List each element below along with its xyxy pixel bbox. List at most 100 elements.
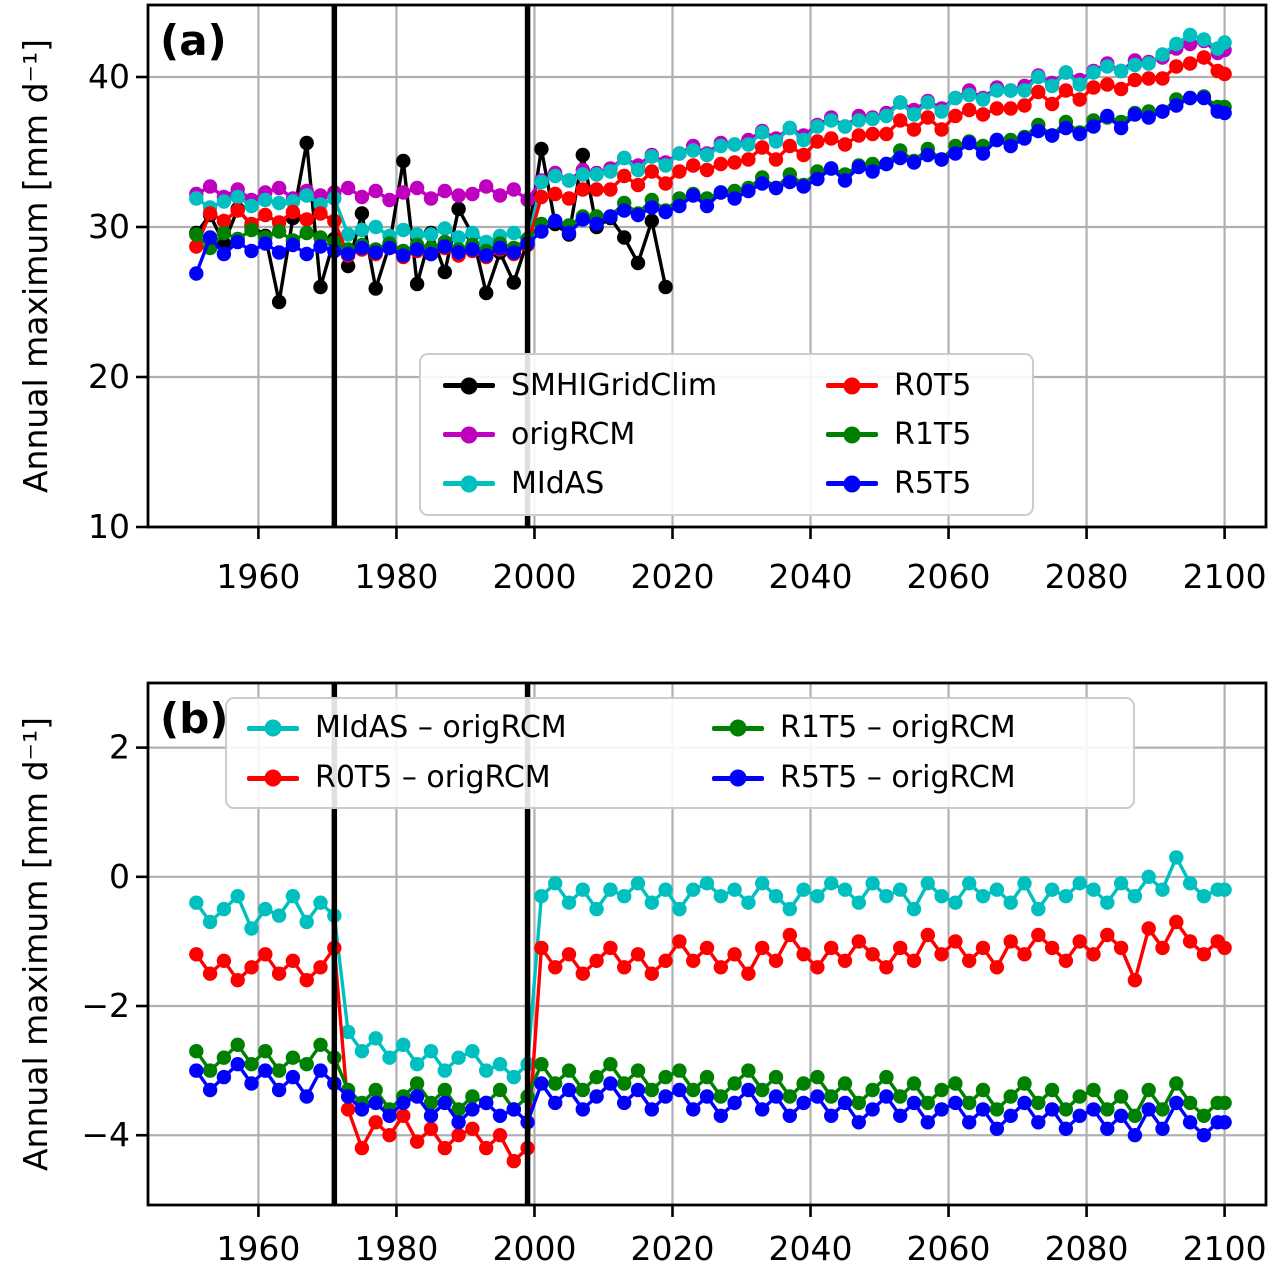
series-marker-MIdAS – origRCM [1100,895,1115,910]
series-marker-R1T5 – origRCM [1086,1082,1101,1098]
series-marker-R0T5 [603,182,618,197]
series-marker-SMHIGridClim [271,294,287,310]
series-marker-R5T5 [686,188,701,203]
series-marker-MIdAS – origRCM [824,876,839,891]
series-marker-MIdAS [906,107,922,122]
series-marker-SMHIGridClim [340,258,356,274]
series-marker-R0T5 – origRCM [396,1108,411,1124]
series-marker-R0T5 [893,113,908,128]
series-marker-R1T5 – origRCM [713,1089,728,1104]
legend-panel-a: SMHIGridClim origRCM MIdAS R0T5 R1T5 R5T5 [419,353,1034,516]
series-marker-R1T5 – origRCM [755,1082,770,1098]
series-marker-MIdAS – origRCM [1217,882,1232,897]
series-marker-R0T5 [1044,96,1060,112]
series-marker-MIdAS – origRCM [437,1063,452,1078]
series-marker-R5T5 [920,147,935,163]
series-marker-R5T5 – origRCM [1058,1121,1074,1137]
series-marker-R0T5 – origRCM [382,1128,397,1143]
x-tick-label-1980: 1980 [354,557,438,596]
series-marker-R0T5 – origRCM [755,940,770,956]
axes-spines [146,681,1268,1207]
series-marker-R0T5 – origRCM [299,973,314,988]
series-marker-R1T5 – origRCM [934,1082,949,1098]
series-marker-R0T5 [1003,101,1018,116]
series-marker-R0T5 – origRCM [506,1153,521,1169]
series-marker-R0T5 – origRCM [271,966,287,981]
series-marker-R0T5 – origRCM [340,1102,356,1117]
series-marker-MIdAS [1086,65,1101,80]
series-marker-R1T5 – origRCM [989,1102,1005,1117]
series-marker-R0T5 – origRCM [1217,940,1232,956]
series-marker-R0T5 – origRCM [975,940,991,956]
series-marker-R0T5 [617,168,632,184]
series-marker-MIdAS – origRCM [575,882,590,897]
series-marker-R1T5 – origRCM [851,1095,866,1111]
y-axis-label-panel-a: Annual maximum [mm d⁻¹] [16,38,55,494]
series-marker-R0T5 – origRCM [534,940,549,956]
panel-b: 1960 1980 2000 2020 2040 2060 2080 2100 2 0 −2 −4 [81,681,1268,1267]
series-marker-R0T5 – origRCM [479,1140,494,1156]
series-marker-R0T5 [810,134,825,149]
series-marker-MIdAS – origRCM [589,901,604,917]
series-marker-MIdAS [741,137,756,152]
series-marker-R0T5 [561,191,577,206]
series-marker-R5T5 – origRCM [1127,1128,1143,1143]
series-marker-R0T5 [1017,98,1032,113]
series-marker-R5T5 – origRCM [851,1115,866,1130]
x-tick-label-1980: 1980 [354,1229,438,1267]
series-marker-R5T5 – origRCM [699,1089,715,1104]
series-marker-R0T5 [548,186,563,202]
series-marker-R0T5 – origRCM [617,960,632,975]
series-marker-R0T5 [1031,84,1046,100]
series-marker-R0T5 [824,131,839,146]
series-marker-R1T5 – origRCM [548,1076,563,1091]
series-marker-R0T5 [906,122,922,137]
series-marker-R5T5 [299,246,314,262]
series-marker-R0T5 – origRCM [686,953,701,968]
series-marker-R0T5 [1217,66,1232,82]
series-marker-R1T5 – origRCM [948,1076,963,1091]
legend-line-marker-icon [826,426,878,443]
legend-entry-R5T5 – origRCM: R5T5 – origRCM [712,753,1113,803]
series-marker-origRCM [506,182,521,197]
series-marker-MIdAS [713,138,728,154]
series-marker-MIdAS [837,119,853,134]
x-tick-label-2100: 2100 [1183,557,1267,596]
series-marker-R0T5 – origRCM [893,940,908,956]
series-marker-R5T5 – origRCM [534,1076,549,1091]
legend-dot-icon [460,377,478,394]
series-marker-origRCM [423,191,439,206]
panel-label-b: (b) [160,694,229,743]
series-marker-R1T5 [299,225,314,241]
legend-dot-icon [460,426,478,443]
series-marker-SMHIGridClim [630,255,646,271]
series-marker-MIdAS [617,150,632,166]
series-marker-R5T5 [672,198,687,214]
series-marker-R1T5 – origRCM [837,1076,853,1091]
legend-line-marker-icon [712,719,764,737]
x-tick-label-2000: 2000 [492,1229,576,1267]
legend-entry-label: R1T5 – origRCM [780,710,1016,745]
series-marker-R0T5 [879,126,894,142]
legend-entry-label: R0T5 – origRCM [315,760,551,795]
series-marker-R0T5 [299,212,314,227]
series-marker-R5T5 [879,156,894,172]
series-marker-R5T5 – origRCM [782,1108,797,1124]
series-marker-R5T5 – origRCM [589,1089,604,1104]
legend-entry-label: R1T5 [894,416,972,452]
series-marker-R0T5 [989,101,1005,116]
series-marker-R5T5 – origRCM [1100,1121,1115,1137]
series-marker-MIdAS [423,227,439,242]
series-marker-R5T5 – origRCM [189,1063,204,1078]
series-marker-origRCM [409,180,425,196]
series-marker-R5T5 – origRCM [244,1076,259,1091]
series-marker-R0T5 – origRCM [989,960,1005,975]
series-marker-R1T5 – origRCM [285,1050,301,1065]
series-marker-R5T5 – origRCM [575,1102,590,1117]
series-marker-MIdAS [644,149,659,164]
legend-entry-label: origRCM [511,416,636,452]
series-marker-origRCM [354,189,370,205]
series-marker-R0T5 – origRCM [258,947,273,962]
series-marker-R5T5 – origRCM [202,1082,218,1098]
series-marker-MIdAS – origRCM [782,901,797,917]
